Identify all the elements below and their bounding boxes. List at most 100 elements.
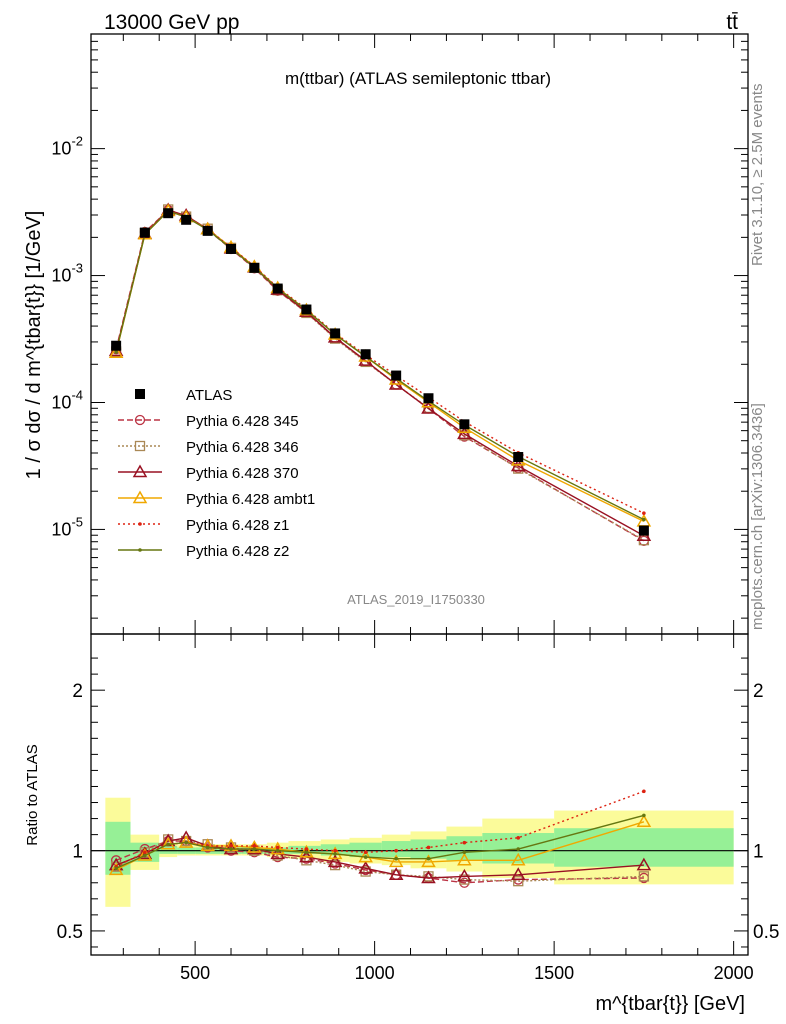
ratio-y-tick-label-right: 2 (753, 681, 764, 702)
x-tick-label: 500 (180, 963, 210, 983)
data-point-atlas (249, 262, 260, 273)
series-4-ratio-point (363, 850, 368, 855)
series-2-ratio-line (115, 837, 644, 879)
main-y-tick-label: 10-2 (51, 134, 83, 159)
series-5-ratio-point (333, 852, 337, 856)
data-point-atlas (202, 225, 213, 236)
series-3-ratio-point (421, 854, 436, 868)
legend-label-series-5: Pythia 6.428 z2 (186, 543, 289, 560)
x-axis-label: m^{tbar{t}} [GeV] (596, 993, 745, 1015)
data-point-atlas (181, 214, 192, 225)
ratio-y-tick-label: 2 (72, 681, 83, 702)
series-5-ratio-point (642, 813, 646, 818)
series-2-main-point (358, 353, 373, 366)
ratio-y-tick-label: 0.5 (57, 922, 83, 943)
data-point-atlas (226, 243, 237, 254)
series-2-main-line (115, 209, 645, 537)
series-5-ratio-point (184, 840, 188, 845)
series-5-ratio-point (205, 845, 210, 850)
series-5-ratio-point (426, 856, 431, 861)
series-2-ratio-point (327, 854, 343, 868)
data-point-atlas (360, 349, 371, 360)
ratio-band-green (159, 845, 178, 854)
series-1-ratio-line (115, 838, 644, 882)
x-tick-label: 1000 (355, 963, 395, 983)
series-4-ratio-point (229, 844, 233, 848)
legend-label-series-4: Pythia 6.428 z1 (186, 517, 289, 534)
x-tick-label: 1500 (534, 963, 574, 983)
ratio-y-tick-label-right: 0.5 (753, 922, 779, 943)
ratio-y-tick-label: 1 (72, 842, 83, 863)
series-5-ratio-point (516, 847, 521, 851)
mcplots-citation-label: mcplots.cern.ch [arXiv:1306.3436] (749, 403, 766, 630)
series-4-ratio-point (333, 848, 337, 853)
legend-label-series-0: Pythia 6.428 345 (186, 413, 299, 430)
series-4-ratio-point (252, 844, 257, 848)
main-y-tick-label: 10-4 (51, 387, 83, 412)
ratio-y-tick-label-right: 1 (753, 842, 764, 863)
series-5-ratio-point (252, 847, 257, 851)
analysis-watermark: ATLAS_2019_I1750330 (347, 592, 485, 607)
legend: ATLAS Pythia 6.428 345 Pythia 6.428 346 Pyt… (118, 387, 315, 560)
series-4-ratio-point (304, 847, 309, 851)
series-4-ratio-point (642, 789, 646, 794)
ratio-band-green (554, 828, 734, 867)
series-5-ratio-point (462, 850, 467, 855)
legend-marker-series-0 (134, 414, 146, 426)
series-2-main-point (421, 401, 436, 414)
legend-marker-atlas (135, 389, 145, 399)
series-4-ratio-point (516, 836, 521, 840)
legend-marker-series-1 (134, 440, 146, 452)
series-2-ratio-point (636, 857, 652, 871)
series-2-main-point (457, 426, 472, 440)
data-point-atlas (139, 227, 150, 238)
series-2-ratio-point (421, 870, 436, 884)
series-5-ratio-point (143, 853, 147, 858)
series-3-ratio-point (388, 854, 404, 868)
series-5-ratio-point (394, 856, 398, 861)
series-4-ratio-point (275, 845, 280, 850)
legend-marker-series-3 (132, 490, 148, 504)
rivet-version-label: Rivet 3.1.10, ≥ 2.5M events (749, 84, 766, 267)
series-2-ratio-point (388, 867, 404, 880)
ratio-band-green (446, 836, 483, 861)
series-2-ratio-point (358, 860, 373, 874)
series-3-ratio-point (108, 862, 124, 876)
main-plot-title: m(ttbar) (ATLAS semileptonic ttbar) (285, 69, 551, 88)
legend-label-atlas: ATLAS (186, 387, 232, 404)
main-y-tick-label: 10-5 (51, 514, 83, 539)
data-point-atlas (513, 452, 524, 463)
data-point-atlas (330, 328, 341, 339)
series-4-ratio-point (143, 850, 147, 855)
series-4-main-point (642, 511, 646, 515)
data-point-atlas (301, 304, 312, 315)
series-4-main-line (115, 210, 645, 514)
data-point-atlas (459, 419, 470, 430)
main-y-tick-label: 10-3 (51, 261, 83, 286)
series-2-ratio-point (137, 846, 153, 860)
series-5-main-point (642, 517, 646, 522)
main-y-axis-label: 1 / σ dσ / d m^{tbar{t}} [1/GeV] (23, 211, 45, 480)
ttbar-symbol: tt̄ (726, 11, 738, 34)
ratio-plot-frame (90, 633, 749, 956)
series-3-main-point (108, 345, 124, 359)
series-5-ratio-point (166, 842, 170, 847)
series-5-ratio-point (363, 855, 368, 859)
data-point-atlas (272, 283, 283, 294)
series-2-ratio-point (457, 868, 472, 882)
data-point-atlas (391, 370, 402, 381)
series-1-ratio-point (513, 876, 524, 887)
process-label: 13000 GeV pp (104, 11, 239, 34)
series-3-ratio-point (270, 841, 285, 855)
series-3-ratio-point (510, 852, 526, 866)
series-4-ratio-point (394, 848, 398, 853)
series-5-ratio-point (275, 848, 280, 853)
series-5-main-point (114, 350, 118, 354)
legend-marker-series-4 (138, 522, 142, 526)
legend-marker-series-5 (138, 548, 142, 552)
series-5-ratio-point (229, 847, 233, 851)
x-tick-label: 2000 (714, 963, 754, 983)
series-4-ratio-point (426, 845, 431, 850)
series-3-ratio-point (636, 814, 652, 828)
